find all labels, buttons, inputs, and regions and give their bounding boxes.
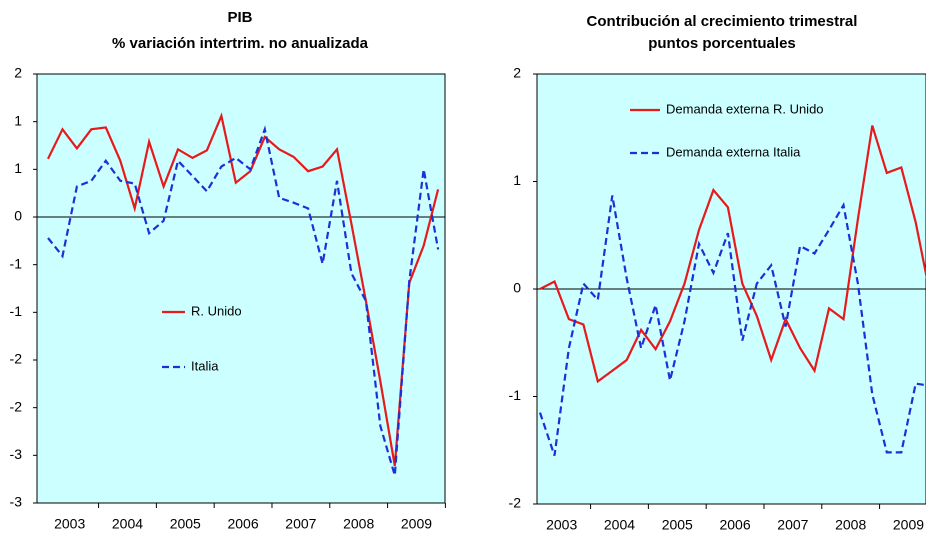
x-tick-label: 2004 — [604, 517, 635, 533]
y-tick-label: -1 — [10, 255, 23, 271]
plot-area — [36, 73, 446, 504]
y-tick-label: 1 — [513, 172, 521, 188]
line-series — [47, 112, 440, 466]
y-tick-label: 2 — [14, 65, 22, 81]
chart-subtitle: % variación intertrim. no anualizada — [112, 35, 369, 52]
chart-title: Contribución al crecimiento trimestral — [587, 13, 858, 30]
y-tick-label: -3 — [10, 446, 23, 462]
x-tick-label: 2009 — [893, 517, 924, 533]
x-tick-label: 2006 — [719, 517, 750, 533]
legend-label: Demanda externa R. Unido — [666, 101, 824, 116]
chart-title: PIB — [227, 9, 252, 26]
legend-label: R. Unido — [191, 303, 242, 318]
y-tick-label: 0 — [513, 280, 521, 296]
chart-subtitle: puntos porcentuales — [648, 35, 796, 52]
y-tick-label: -2 — [509, 495, 522, 511]
y-tick-label: -2 — [10, 398, 23, 414]
line-series — [47, 125, 440, 476]
x-tick-label: 2004 — [112, 516, 143, 532]
series-group — [47, 112, 440, 476]
y-tick-label: -1 — [509, 387, 522, 403]
x-tick-label: 2006 — [227, 516, 258, 532]
series-group — [538, 125, 926, 456]
x-tick-label: 2008 — [343, 516, 374, 532]
legend-label: Demanda externa Italia — [666, 144, 801, 159]
y-tick-label: 0 — [14, 208, 22, 224]
x-tick-label: 2005 — [170, 516, 201, 532]
x-tick-label: 2008 — [835, 517, 866, 533]
x-tick-label: 2003 — [54, 516, 85, 532]
y-tick-label: 1 — [14, 112, 22, 128]
x-tick-label: 2007 — [285, 516, 316, 532]
legend-label: Italia — [191, 358, 219, 373]
line-series — [538, 195, 926, 456]
line-series — [539, 125, 926, 384]
x-tick-label: 2009 — [401, 516, 432, 532]
x-tick-label: 2003 — [546, 517, 577, 533]
y-tick-label: -2 — [10, 351, 23, 367]
x-tick-label: 2007 — [777, 517, 808, 533]
y-tick-label: -3 — [10, 494, 23, 510]
x-tick-label: 2005 — [662, 517, 693, 533]
y-tick-label: 1 — [14, 160, 22, 176]
y-tick-label: -1 — [10, 303, 23, 319]
y-tick-label: 2 — [513, 65, 521, 81]
